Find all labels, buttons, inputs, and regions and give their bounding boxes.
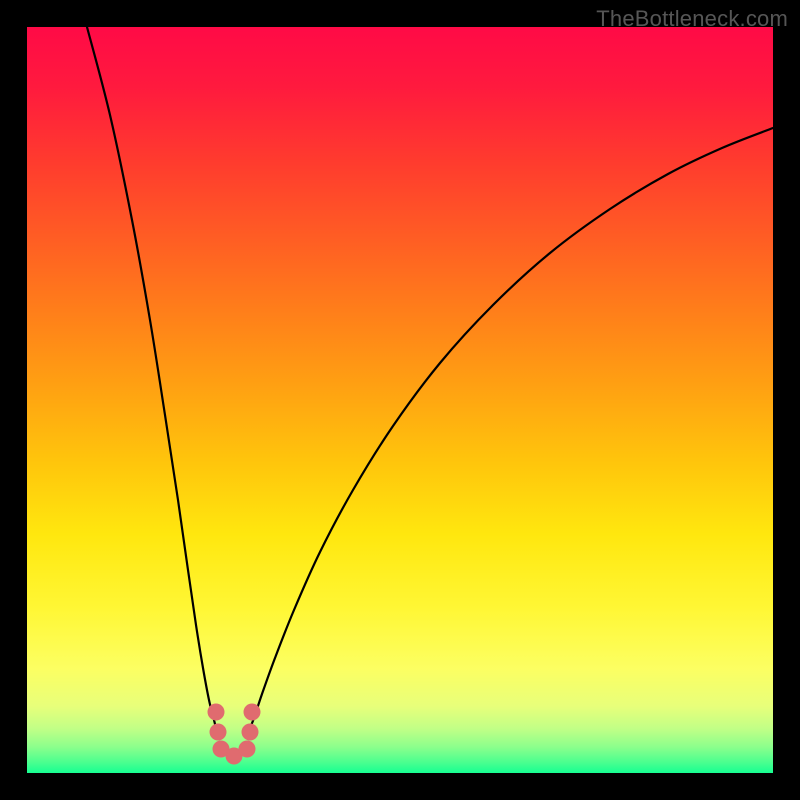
marker-dot <box>244 704 261 721</box>
watermark-text: TheBottleneck.com <box>596 6 788 32</box>
marker-dot <box>242 724 259 741</box>
marker-dot <box>208 704 225 721</box>
marker-dot <box>239 741 256 758</box>
marker-dot <box>210 724 227 741</box>
bottleneck-chart <box>0 0 800 800</box>
figure-stage: TheBottleneck.com <box>0 0 800 800</box>
plot-background-gradient <box>27 27 773 773</box>
